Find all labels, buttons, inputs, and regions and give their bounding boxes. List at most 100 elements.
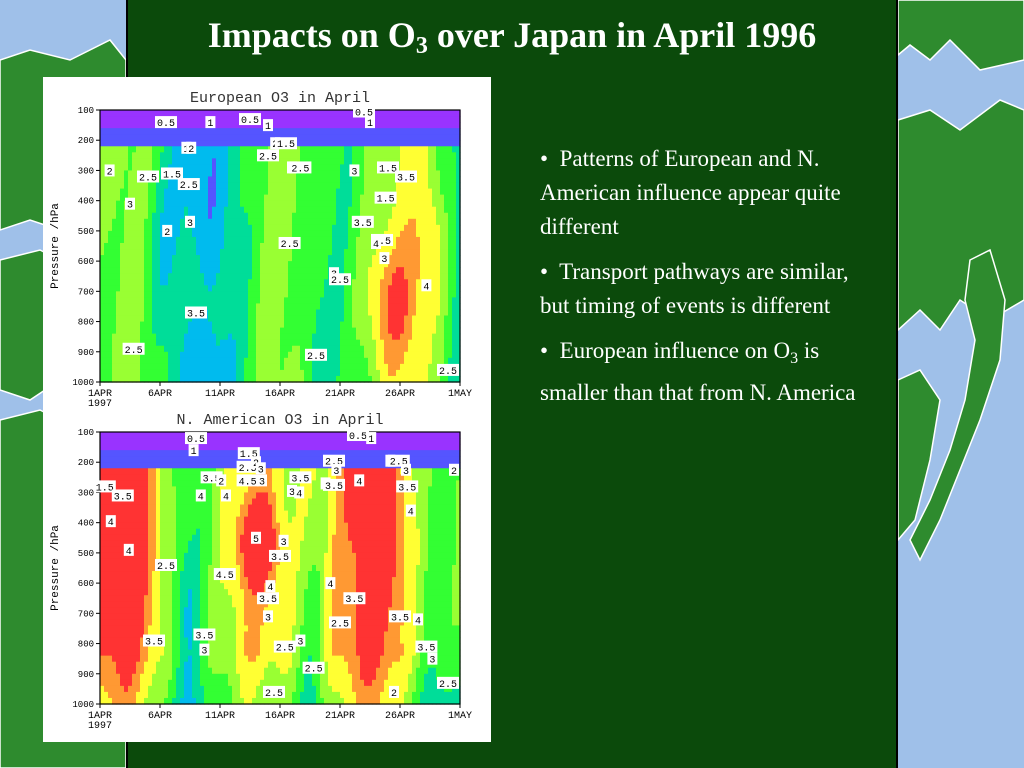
- heatmap-cell: [100, 279, 105, 286]
- heatmap-cell: [444, 218, 449, 226]
- heatmap-cell: [300, 206, 305, 214]
- heatmap-cell: [440, 333, 445, 341]
- heatmap-cell: [108, 321, 113, 329]
- heatmap-cell: [244, 345, 249, 353]
- heatmap-cell: [164, 552, 169, 560]
- y-tick-label: 700: [78, 287, 94, 297]
- heatmap-cell: [236, 297, 241, 305]
- heatmap-cell: [204, 273, 209, 280]
- heatmap-cell: [168, 188, 173, 196]
- heatmap-cell: [120, 236, 125, 244]
- heatmap-cell: [128, 528, 133, 536]
- heatmap-cell: [124, 510, 129, 518]
- heatmap-cell: [388, 110, 393, 117]
- heatmap-cell: [120, 134, 125, 141]
- land-right-top: [897, 0, 1024, 71]
- heatmap-cell: [456, 291, 461, 298]
- heatmap-cell: [392, 255, 397, 262]
- heatmap-cell: [124, 285, 129, 292]
- heatmap-cell: [116, 546, 121, 554]
- heatmap-cell: [144, 619, 149, 627]
- heatmap-cell: [108, 206, 113, 214]
- heatmap-cell: [172, 110, 177, 117]
- heatmap-cell: [384, 182, 389, 190]
- heatmap-cell: [148, 164, 153, 172]
- heatmap-cell: [448, 327, 453, 335]
- heatmap-cell: [196, 333, 201, 341]
- heatmap-cell: [388, 218, 393, 226]
- heatmap-cell: [268, 285, 273, 292]
- heatmap-cell: [436, 218, 441, 226]
- heatmap-cell: [124, 697, 129, 705]
- heatmap-cell: [180, 315, 185, 323]
- heatmap-cell: [184, 273, 189, 280]
- heatmap-cell: [420, 158, 425, 165]
- heatmap-cell: [376, 285, 381, 292]
- heatmap-cell: [320, 224, 325, 232]
- heatmap-cell: [340, 351, 345, 359]
- y-tick-label: 100: [78, 106, 94, 116]
- heatmap-cell: [356, 309, 361, 317]
- heatmap-cell: [416, 140, 421, 147]
- heatmap-cell: [212, 146, 217, 153]
- heatmap-cell: [108, 510, 113, 518]
- heatmap-cell: [344, 339, 349, 347]
- heatmap-cell: [232, 327, 237, 335]
- heatmap-cell: [276, 110, 281, 117]
- heatmap-cell: [148, 595, 153, 602]
- heatmap-cell: [268, 303, 273, 311]
- heatmap-cell: [376, 279, 381, 286]
- heatmap-cell: [136, 351, 141, 359]
- heatmap-cell: [116, 339, 121, 347]
- heatmap-cell: [224, 170, 229, 178]
- heatmap-cell: [148, 128, 153, 135]
- heatmap-cell: [280, 291, 285, 298]
- heatmap-cell: [304, 188, 309, 196]
- heatmap-cell: [448, 339, 453, 347]
- heatmap-cell: [320, 339, 325, 347]
- heatmap-cell: [128, 218, 133, 226]
- heatmap-cell: [136, 140, 141, 147]
- heatmap-cell: [304, 303, 309, 311]
- heatmap-cell: [336, 309, 341, 317]
- heatmap-cell: [356, 267, 361, 274]
- heatmap-cell: [440, 279, 445, 286]
- heatmap-cell: [316, 212, 321, 220]
- heatmap-cell: [288, 128, 293, 135]
- heatmap-cell: [264, 242, 269, 250]
- heatmap-cell: [236, 158, 241, 165]
- heatmap-cell: [380, 170, 385, 178]
- heatmap-cell: [188, 134, 193, 141]
- heatmap-cell: [200, 273, 205, 280]
- heatmap-cell: [156, 444, 161, 451]
- heatmap-cell: [112, 255, 117, 262]
- heatmap-cell: [380, 273, 385, 280]
- heatmap-cell: [116, 345, 121, 353]
- heatmap-cell: [340, 230, 345, 238]
- heatmap-cell: [456, 224, 461, 232]
- heatmap-cell: [280, 218, 285, 226]
- heatmap-cell: [400, 303, 405, 311]
- heatmap-cell: [380, 267, 385, 274]
- heatmap-cell: [412, 128, 417, 135]
- heatmap-cell: [128, 224, 133, 232]
- heatmap-cell: [396, 128, 401, 135]
- heatmap-cell: [156, 363, 161, 371]
- heatmap-cell: [412, 212, 417, 220]
- heatmap-cell: [216, 279, 221, 286]
- heatmap-cell: [324, 110, 329, 117]
- heatmap-cell: [264, 255, 269, 262]
- heatmap-cell: [112, 363, 117, 371]
- heatmap-cell: [124, 661, 129, 669]
- heatmap-cell: [276, 339, 281, 347]
- heatmap-cell: [160, 450, 165, 457]
- heatmap-cell: [148, 516, 153, 524]
- heatmap-cell: [236, 236, 241, 244]
- heatmap-cell: [384, 357, 389, 365]
- heatmap-cell: [212, 279, 217, 286]
- heatmap-cell: [116, 255, 121, 262]
- heatmap-cell: [160, 249, 165, 256]
- heatmap-cell: [148, 212, 153, 220]
- heatmap-cell: [356, 206, 361, 214]
- heatmap-cell: [172, 200, 177, 208]
